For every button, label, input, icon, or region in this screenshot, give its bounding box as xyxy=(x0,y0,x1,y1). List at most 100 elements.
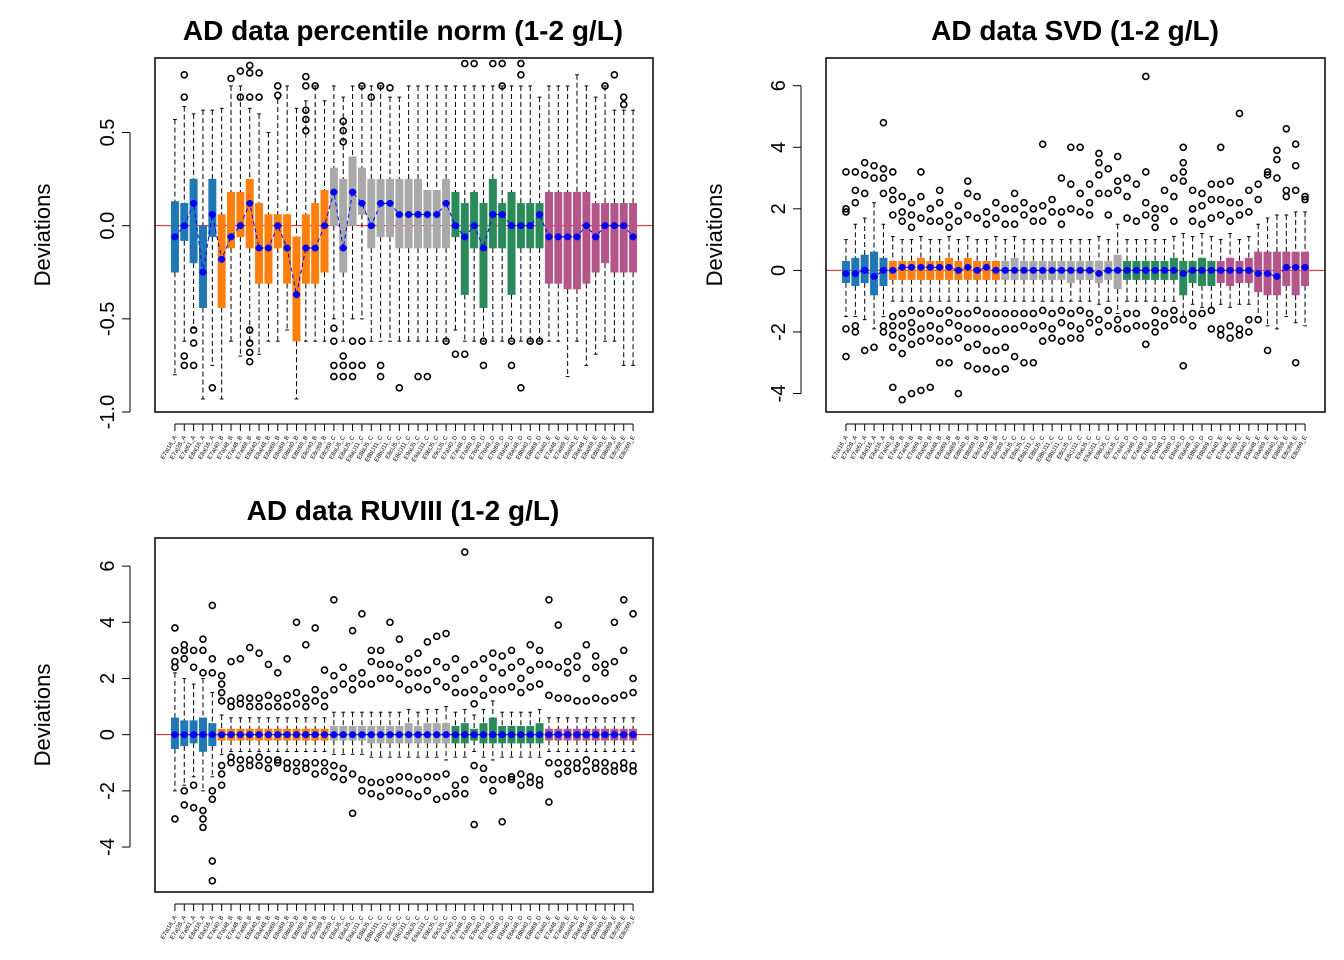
outlier-point xyxy=(180,361,189,370)
box-35 xyxy=(498,652,507,826)
outlier-point xyxy=(217,697,226,705)
outlier-point xyxy=(842,168,850,176)
mean-marker xyxy=(545,233,553,241)
box-body xyxy=(189,178,198,264)
mean-marker xyxy=(1029,266,1037,274)
mean-marker xyxy=(1245,266,1253,274)
box-49 xyxy=(1301,192,1310,327)
outlier-point xyxy=(1076,189,1084,198)
outlier-point xyxy=(1282,186,1291,195)
outlier-point xyxy=(348,361,357,370)
outlier-point xyxy=(255,761,263,770)
outlier-point xyxy=(470,685,478,694)
outlier-point xyxy=(1291,358,1300,367)
box-45 xyxy=(591,96,600,355)
outlier-point xyxy=(963,325,972,333)
outlier-point xyxy=(302,640,310,649)
mean-marker xyxy=(982,263,990,271)
mean-marker xyxy=(629,233,637,241)
outlier-point xyxy=(973,214,981,222)
box-body xyxy=(460,203,469,295)
outlier-point xyxy=(1179,177,1188,185)
outlier-point xyxy=(1151,214,1159,222)
outlier-point xyxy=(1057,174,1066,182)
outlier-point xyxy=(302,106,310,114)
outlier-point xyxy=(917,325,925,333)
y-tick-label: 6 xyxy=(768,80,790,91)
outlier-point xyxy=(601,767,609,775)
box-0 xyxy=(170,118,179,376)
outlier-point xyxy=(563,669,572,677)
outlier-point xyxy=(171,646,179,655)
outlier-point xyxy=(1141,340,1150,349)
outlier-point xyxy=(1226,198,1234,207)
outlier-point xyxy=(629,674,637,683)
outlier-point xyxy=(358,680,366,688)
outlier-point xyxy=(1188,309,1197,318)
y-tick-label: 4 xyxy=(97,617,119,628)
outlier-point xyxy=(367,789,376,798)
box-body xyxy=(357,167,366,215)
outlier-point xyxy=(1132,322,1141,330)
outlier-point xyxy=(917,192,925,201)
outlier-point xyxy=(601,758,609,767)
outlier-point xyxy=(573,764,581,773)
outlier-point xyxy=(273,758,282,767)
box-47 xyxy=(610,70,619,342)
outlier-point xyxy=(460,666,469,674)
outlier-point xyxy=(283,655,291,663)
outlier-point xyxy=(982,365,991,373)
outlier-point xyxy=(963,343,972,352)
outlier-point xyxy=(273,694,282,702)
outlier-point xyxy=(563,758,572,767)
outlier-point xyxy=(545,660,553,669)
box-18 xyxy=(1010,189,1019,361)
outlier-point xyxy=(1085,180,1094,189)
plot-frame xyxy=(154,57,654,413)
y-tick-label: -2 xyxy=(97,782,119,800)
outlier-point xyxy=(907,340,916,349)
outlier-point xyxy=(917,168,925,176)
outlier-point xyxy=(479,361,488,370)
outlier-point xyxy=(189,326,198,334)
box-24 xyxy=(395,635,404,795)
outlier-point xyxy=(1235,325,1244,333)
outlier-point xyxy=(1188,205,1197,213)
outlier-point xyxy=(1216,211,1225,219)
outlier-point xyxy=(1038,217,1047,225)
mean-marker xyxy=(610,731,618,739)
mean-marker xyxy=(292,291,300,299)
outlier-point xyxy=(954,201,963,210)
outlier-point xyxy=(1029,309,1038,318)
outlier-point xyxy=(517,657,525,666)
mean-marker xyxy=(917,263,925,271)
outlier-point xyxy=(1226,177,1234,185)
outlier-point xyxy=(619,93,628,101)
outlier-point xyxy=(573,663,581,672)
outlier-point xyxy=(1151,306,1159,315)
plot-area: -4 -2 0 2 4 6 E7a|16_AE7a|28_AE7a|61_AE8a|16_A… xyxy=(768,57,1326,463)
outlier-point xyxy=(432,632,441,641)
box-17 xyxy=(329,596,338,781)
box-18 xyxy=(339,663,348,784)
box-body xyxy=(601,203,610,264)
mean-marker xyxy=(264,244,272,252)
box-23 xyxy=(385,84,394,342)
outlier-point xyxy=(889,211,897,219)
outlier-point xyxy=(386,674,394,683)
outlier-point xyxy=(992,198,1000,207)
box-10 xyxy=(935,186,944,367)
outlier-point xyxy=(273,82,282,90)
mean-marker xyxy=(1170,266,1178,274)
outlier-point xyxy=(255,702,263,711)
mean-marker xyxy=(1254,269,1262,277)
box-body xyxy=(367,178,376,249)
mean-marker xyxy=(1048,266,1056,274)
box-39 xyxy=(535,646,544,790)
box-39 xyxy=(1207,180,1216,333)
box-22 xyxy=(376,82,385,381)
mean-marker xyxy=(433,731,441,739)
outlier-point xyxy=(489,59,497,68)
outlier-point xyxy=(414,372,422,381)
outlier-point xyxy=(180,93,189,101)
